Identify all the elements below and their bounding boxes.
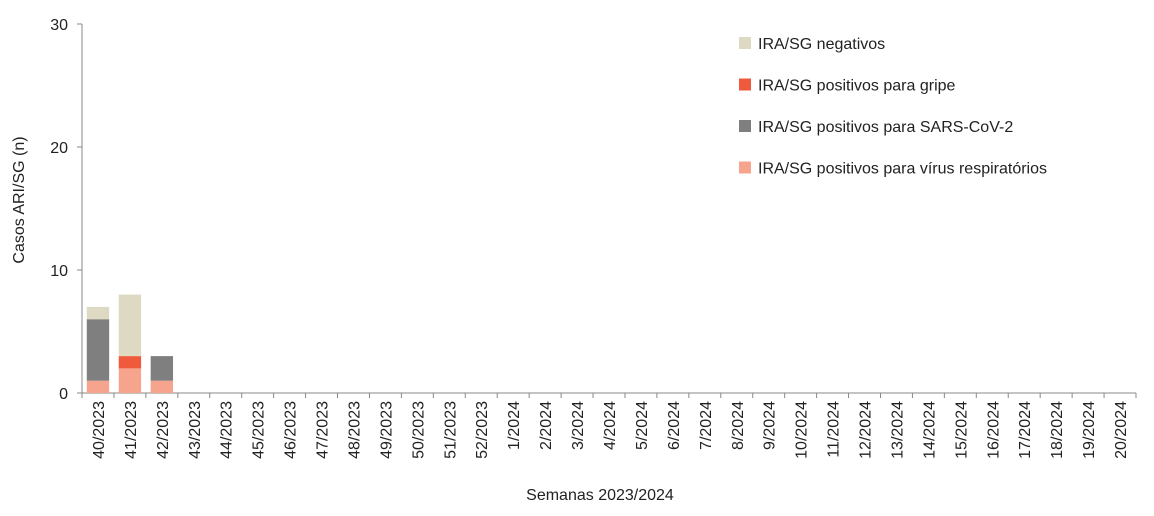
x-tick-label: 1/2024 — [506, 401, 523, 450]
x-tick-label: 19/2024 — [1081, 401, 1098, 459]
x-tick-label: 3/2024 — [570, 401, 587, 450]
bar-segment — [86, 380, 110, 393]
x-tick-label: 42/2023 — [155, 401, 172, 459]
bar-segment — [86, 319, 110, 381]
bar-segment — [150, 380, 174, 393]
y-tick-label: 0 — [59, 386, 68, 403]
x-tick-label: 14/2024 — [921, 401, 938, 459]
x-tick-label: 40/2023 — [91, 401, 108, 459]
x-tick-label: 13/2024 — [889, 401, 906, 459]
x-tick-label: 43/2023 — [187, 401, 204, 459]
x-tick-label: 11/2024 — [826, 401, 843, 458]
y-axis-label: Casos ARI/SG (n) — [11, 136, 28, 263]
legend-label: IRA/SG positivos para vírus respiratório… — [758, 161, 1047, 178]
bar-segment — [118, 368, 142, 393]
x-tick-label: 45/2023 — [251, 401, 268, 459]
x-tick-label: 44/2023 — [219, 401, 236, 459]
x-tick-label: 48/2023 — [346, 401, 363, 459]
x-tick-label: 5/2024 — [634, 401, 651, 450]
legend-label: IRA/SG negativos — [758, 36, 885, 53]
x-tick-label: 16/2024 — [985, 401, 1002, 459]
x-tick-label: 10/2024 — [794, 401, 811, 459]
x-tick-label: 15/2024 — [953, 401, 970, 459]
bar-segment — [118, 294, 142, 357]
x-tick-label: 46/2023 — [283, 401, 300, 459]
y-tick-label: 30 — [50, 17, 68, 34]
x-axis-label: Semanas 2023/2024 — [526, 487, 674, 504]
x-tick-label: 47/2023 — [315, 401, 332, 459]
x-tick-label: 4/2024 — [602, 401, 619, 450]
legend-label: IRA/SG positivos para gripe — [758, 78, 956, 95]
x-tick-label: 51/2023 — [442, 401, 459, 459]
legend-swatch — [739, 120, 751, 132]
x-tick-label: 20/2024 — [1113, 401, 1130, 459]
x-tick-label: 41/2023 — [123, 401, 140, 459]
legend-swatch — [739, 78, 751, 91]
x-tick-label: 8/2024 — [730, 401, 747, 450]
legend-swatch — [739, 37, 751, 49]
bar-segment — [118, 356, 142, 369]
x-tick-label: 7/2024 — [698, 401, 715, 450]
x-tick-label: 52/2023 — [474, 401, 491, 459]
bar-segment — [86, 306, 110, 320]
x-tick-label: 12/2024 — [858, 401, 875, 459]
y-tick-label: 10 — [50, 263, 68, 280]
legend-swatch — [739, 161, 751, 174]
x-tick-label: 17/2024 — [1017, 401, 1034, 459]
x-tick-label: 2/2024 — [538, 401, 555, 450]
x-tick-label: 6/2024 — [666, 401, 683, 450]
x-tick-label: 50/2023 — [410, 401, 427, 459]
legend-label: IRA/SG positivos para SARS-CoV-2 — [758, 119, 1013, 136]
x-tick-label: 18/2024 — [1049, 401, 1066, 459]
x-tick-label: 9/2024 — [762, 401, 779, 450]
bar-segment — [150, 356, 174, 381]
y-tick-label: 20 — [50, 140, 68, 157]
x-tick-label: 49/2023 — [378, 401, 395, 459]
